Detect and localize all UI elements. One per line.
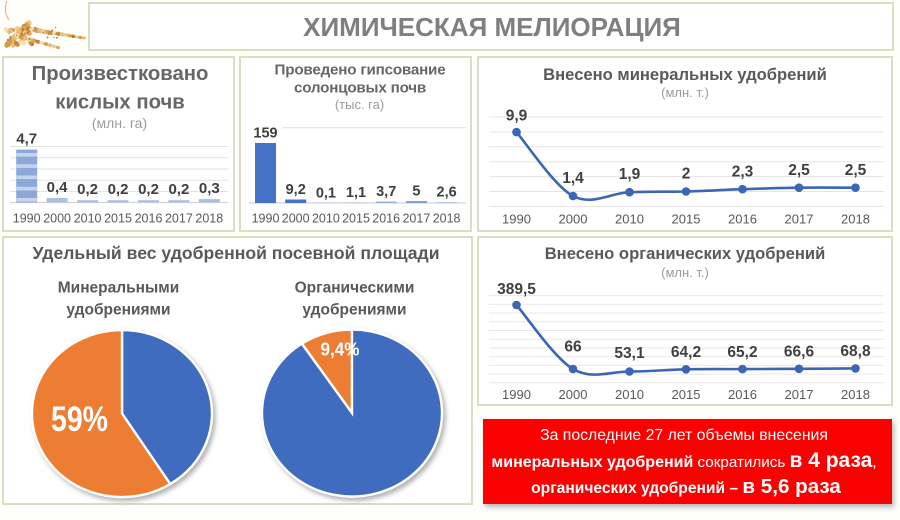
svg-text:Минеральными: Минеральными [58,280,179,297]
svg-text:64,2: 64,2 [671,344,701,361]
svg-text:(тыс. га): (тыс. га) [335,97,384,112]
svg-text:За последние 27 лет объемы вне: За последние 27 лет объемы внесения [540,427,828,444]
svg-text:1990: 1990 [252,212,280,226]
svg-text:2018: 2018 [433,212,461,226]
svg-text:2000: 2000 [559,212,588,227]
svg-text:2,3: 2,3 [732,164,754,181]
svg-text:2017: 2017 [785,387,814,402]
svg-text:2: 2 [682,166,691,183]
svg-text:минеральных удобрений сократил: минеральных удобрений сократились в 4 ра… [491,449,876,472]
svg-text:2015: 2015 [672,212,701,227]
svg-text:59%: 59% [51,400,108,439]
svg-text:2010: 2010 [74,212,102,226]
svg-text:1990: 1990 [13,212,41,226]
svg-text:9,9: 9,9 [506,108,528,125]
svg-text:0,2: 0,2 [108,181,129,198]
svg-text:2016: 2016 [728,387,757,402]
svg-text:2,5: 2,5 [845,162,867,179]
svg-text:2,6: 2,6 [437,185,457,201]
svg-text:2000: 2000 [43,212,71,226]
svg-text:(млн. га): (млн. га) [92,115,147,131]
svg-text:Проведено гипсование: Проведено гипсование [275,62,446,79]
svg-text:2010: 2010 [615,212,644,227]
svg-text:удобрениями: удобрениями [66,302,170,319]
svg-text:2000: 2000 [282,212,310,226]
svg-text:5: 5 [412,184,420,200]
svg-text:2015: 2015 [672,387,701,402]
svg-text:66: 66 [564,339,582,356]
svg-text:66,6: 66,6 [784,344,815,361]
svg-text:Внесено органических удобрений: Внесено органических удобрений [545,244,826,263]
svg-text:органических удобрений – в 5,6: органических удобрений – в 5,6 раза [531,475,841,498]
svg-text:удобрениями: удобрениями [302,302,406,319]
svg-text:4,7: 4,7 [16,131,37,148]
svg-text:2018: 2018 [841,212,870,227]
svg-text:3,7: 3,7 [376,184,396,200]
svg-text:0,2: 0,2 [168,181,189,198]
svg-text:Внесено минеральных удобрений: Внесено минеральных удобрений [543,65,827,84]
svg-text:159: 159 [253,126,277,142]
svg-text:2,5: 2,5 [788,162,810,179]
svg-text:2016: 2016 [372,212,400,226]
svg-text:1,9: 1,9 [619,166,641,183]
svg-text:389,5: 389,5 [497,281,536,298]
svg-text:65,2: 65,2 [727,344,757,361]
svg-text:ХИМИЧЕСКАЯ МЕЛИОРАЦИЯ: ХИМИЧЕСКАЯ МЕЛИОРАЦИЯ [303,12,681,42]
svg-text:2015: 2015 [104,212,132,226]
svg-text:0,1: 0,1 [316,186,336,202]
svg-text:1,1: 1,1 [346,185,366,201]
svg-text:1990: 1990 [502,387,531,402]
svg-text:2015: 2015 [342,212,370,226]
svg-text:Удельный вес удобренной посевн: Удельный вес удобренной посевной площади [32,243,439,263]
svg-text:9,2: 9,2 [286,182,306,198]
svg-text:2010: 2010 [312,212,340,226]
svg-text:2016: 2016 [135,212,163,226]
svg-text:0,3: 0,3 [199,180,220,197]
svg-text:2018: 2018 [841,387,870,402]
svg-text:2018: 2018 [195,212,223,226]
svg-text:0,2: 0,2 [77,181,98,198]
svg-text:(млн. т.): (млн. т.) [661,85,709,100]
svg-text:1990: 1990 [502,212,531,227]
svg-text:53,1: 53,1 [614,345,645,362]
svg-text:2010: 2010 [615,387,644,402]
svg-text:68,8: 68,8 [840,343,871,360]
svg-text:0,2: 0,2 [138,181,159,198]
svg-text:1,4: 1,4 [562,170,584,187]
svg-text:2017: 2017 [785,212,814,227]
svg-text:солонцовых почв: солонцовых почв [294,80,426,97]
svg-text:2000: 2000 [559,387,588,402]
svg-text:Органическими: Органическими [295,280,415,297]
svg-text:9,4%: 9,4% [321,339,360,360]
svg-text:Произвестковано: Произвестковано [32,63,209,85]
svg-text:кислых почв: кислых почв [55,92,184,114]
svg-text:0,4: 0,4 [47,179,69,196]
svg-text:2017: 2017 [402,212,430,226]
svg-text:2016: 2016 [728,212,757,227]
svg-text:(млн. т.): (млн. т.) [661,265,709,280]
svg-text:2017: 2017 [165,212,193,226]
